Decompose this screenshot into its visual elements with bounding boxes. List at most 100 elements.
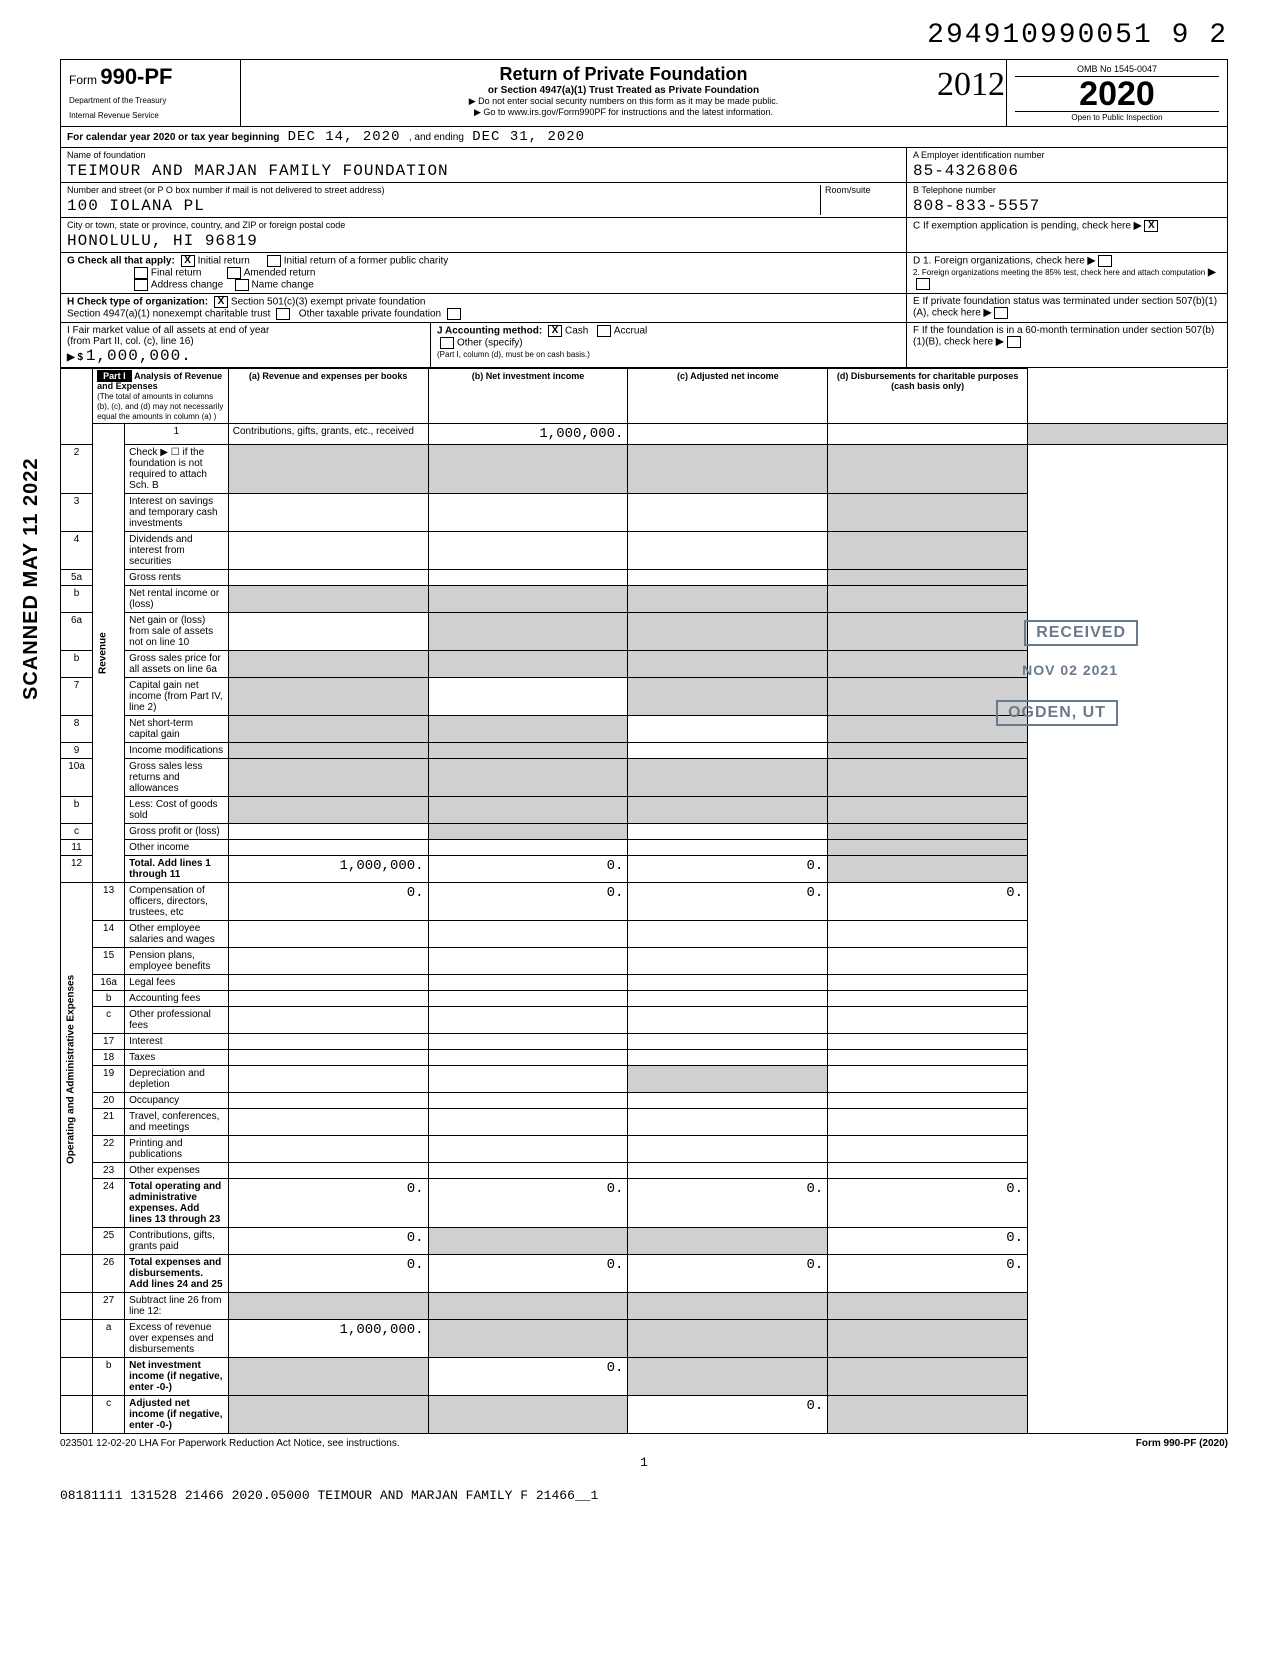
line-17: Interest <box>125 1034 229 1050</box>
line-26: Total expenses and disbursements. Add li… <box>125 1255 229 1293</box>
form-title: Return of Private Foundation <box>249 64 998 85</box>
g-label: G Check all that apply: <box>67 256 175 267</box>
form-note1: ▶ Do not enter social security numbers o… <box>249 96 998 107</box>
city-c-row: City or town, state or province, country… <box>60 218 1228 253</box>
side-expenses: Operating and Administrative Expenses <box>61 883 93 1255</box>
line-16c: Other professional fees <box>125 1007 229 1034</box>
j-label: J Accounting method: <box>437 326 542 337</box>
form-note2: ▶ Go to www.irs.gov/Form990PF for instru… <box>249 107 998 118</box>
line-5b: Net rental income or (loss) <box>125 586 229 613</box>
col-b-header: (b) Net investment income <box>428 369 628 424</box>
g-d-row: G Check all that apply: X Initial return … <box>60 253 1228 294</box>
street-address: 100 IOLANA PL <box>67 197 820 215</box>
line-27c: Adjusted net income (if negative, enter … <box>125 1396 229 1434</box>
j-other: Other (specify) <box>457 338 523 349</box>
footer-bottom: 08181111 131528 21466 2020.05000 TEIMOUR… <box>60 1488 1228 1503</box>
line-1: Contributions, gifts, grants, etc., rece… <box>228 424 428 445</box>
tel-value: 808-833-5557 <box>913 197 1221 215</box>
line-12-c: 0. <box>628 856 828 883</box>
g-final: Final return <box>151 268 202 279</box>
g-final-checkbox[interactable] <box>134 267 148 279</box>
line-20: Occupancy <box>125 1093 229 1109</box>
line-24: Total operating and administrative expen… <box>125 1179 229 1228</box>
g-addr-change-checkbox[interactable] <box>134 279 148 291</box>
calendar-year-row: For calendar year 2020 or tax year begin… <box>60 127 1228 148</box>
line-1-a: 1,000,000. <box>428 424 628 445</box>
g-initial-checkbox[interactable]: X <box>181 255 195 267</box>
j-note: (Part I, column (d), must be on cash bas… <box>437 350 590 359</box>
addr-label: Number and street (or P O box number if … <box>67 185 820 195</box>
line-10b: Less: Cost of goods sold <box>125 797 229 824</box>
foundation-name: TEIMOUR AND MARJAN FAMILY FOUNDATION <box>67 162 900 180</box>
line-26-d: 0. <box>828 1255 1028 1293</box>
line-11: Other income <box>125 840 229 856</box>
line-16b: Accounting fees <box>125 991 229 1007</box>
line-10a: Gross sales less returns and allowances <box>125 759 229 797</box>
line-14: Other employee salaries and wages <box>125 921 229 948</box>
d1-label: D 1. Foreign organizations, check here <box>913 256 1085 267</box>
line-10c: Gross profit or (loss) <box>125 824 229 840</box>
i-value: 1,000,000. <box>86 347 192 365</box>
col-a-header: (a) Revenue and expenses per books <box>228 369 428 424</box>
line-7: Capital gain net income (from Part IV, l… <box>125 678 229 716</box>
line-6b: Gross sales price for all assets on line… <box>125 651 229 678</box>
line-25: Contributions, gifts, grants paid <box>125 1228 229 1255</box>
line-27c-c: 0. <box>628 1396 828 1434</box>
g-initial: Initial return <box>198 256 250 267</box>
room-label: Room/suite <box>825 185 900 195</box>
cal-year-mid: , and ending <box>409 132 464 143</box>
c-label: C If exemption application is pending, c… <box>913 221 1131 232</box>
line-13-a: 0. <box>228 883 428 921</box>
h-501c3-checkbox[interactable]: X <box>214 296 228 308</box>
city-value: HONOLULU, HI 96819 <box>67 232 900 250</box>
city-label: City or town, state or province, country… <box>67 220 900 230</box>
line-4: Dividends and interest from securities <box>125 532 229 570</box>
d2-checkbox[interactable] <box>916 278 930 290</box>
form-header: Form 990-PF Department of the Treasury I… <box>60 59 1228 127</box>
line-15: Pension plans, employee benefits <box>125 948 229 975</box>
line-8: Net short-term capital gain <box>125 716 229 743</box>
g-addr-change: Address change <box>151 280 223 291</box>
line-13-d: 0. <box>828 883 1028 921</box>
cal-year-prefix: For calendar year 2020 or tax year begin… <box>67 132 279 143</box>
line-16a: Legal fees <box>125 975 229 991</box>
side-revenue: Revenue <box>93 424 125 883</box>
g-initial-former-checkbox[interactable] <box>267 255 281 267</box>
line-6a: Net gain or (loss) from sale of assets n… <box>125 613 229 651</box>
c-checkbox[interactable]: X <box>1144 220 1158 232</box>
g-initial-former: Initial return of a former public charit… <box>284 256 449 267</box>
g-name-change-checkbox[interactable] <box>235 279 249 291</box>
dept-treasury: Department of the Treasury <box>69 96 232 105</box>
line-25-d: 0. <box>828 1228 1028 1255</box>
d2-label: 2. Foreign organizations meeting the 85%… <box>913 268 1205 277</box>
col-c-header: (c) Adjusted net income <box>628 369 828 424</box>
h-trust-checkbox[interactable] <box>276 308 290 320</box>
line-12: Total. Add lines 1 through 11 <box>125 856 229 883</box>
public-inspection: Open to Public Inspection <box>1015 111 1219 122</box>
footer-left: 023501 12-02-20 LHA For Paperwork Reduct… <box>60 1438 400 1449</box>
line-26-b: 0. <box>428 1255 628 1293</box>
h-other-checkbox[interactable] <box>447 308 461 320</box>
line-24-a: 0. <box>228 1179 428 1228</box>
line-21: Travel, conferences, and meetings <box>125 1109 229 1136</box>
j-other-checkbox[interactable] <box>440 337 454 349</box>
line-25-a: 0. <box>228 1228 428 1255</box>
j-accrual-checkbox[interactable] <box>597 325 611 337</box>
f-checkbox[interactable] <box>1007 336 1021 348</box>
j-cash-checkbox[interactable]: X <box>548 325 562 337</box>
line-12-b: 0. <box>428 856 628 883</box>
name-ein-row: Name of foundation TEIMOUR AND MARJAN FA… <box>60 148 1228 183</box>
d1-checkbox[interactable] <box>1098 255 1112 267</box>
e-checkbox[interactable] <box>994 307 1008 319</box>
line-27a: Excess of revenue over expenses and disb… <box>125 1320 229 1358</box>
document-number: 294910990051 9 2 <box>60 20 1228 51</box>
line-18: Taxes <box>125 1050 229 1066</box>
line-27a-a: 1,000,000. <box>228 1320 428 1358</box>
line-3: Interest on savings and temporary cash i… <box>125 494 229 532</box>
i-arrow: ▶ $ <box>67 352 83 363</box>
ein-label: A Employer identification number <box>913 150 1221 160</box>
g-amended-checkbox[interactable] <box>227 267 241 279</box>
line-13-b: 0. <box>428 883 628 921</box>
f-label: F If the foundation is in a 60-month ter… <box>913 325 1214 348</box>
e-label: E If private foundation status was termi… <box>913 296 1217 319</box>
